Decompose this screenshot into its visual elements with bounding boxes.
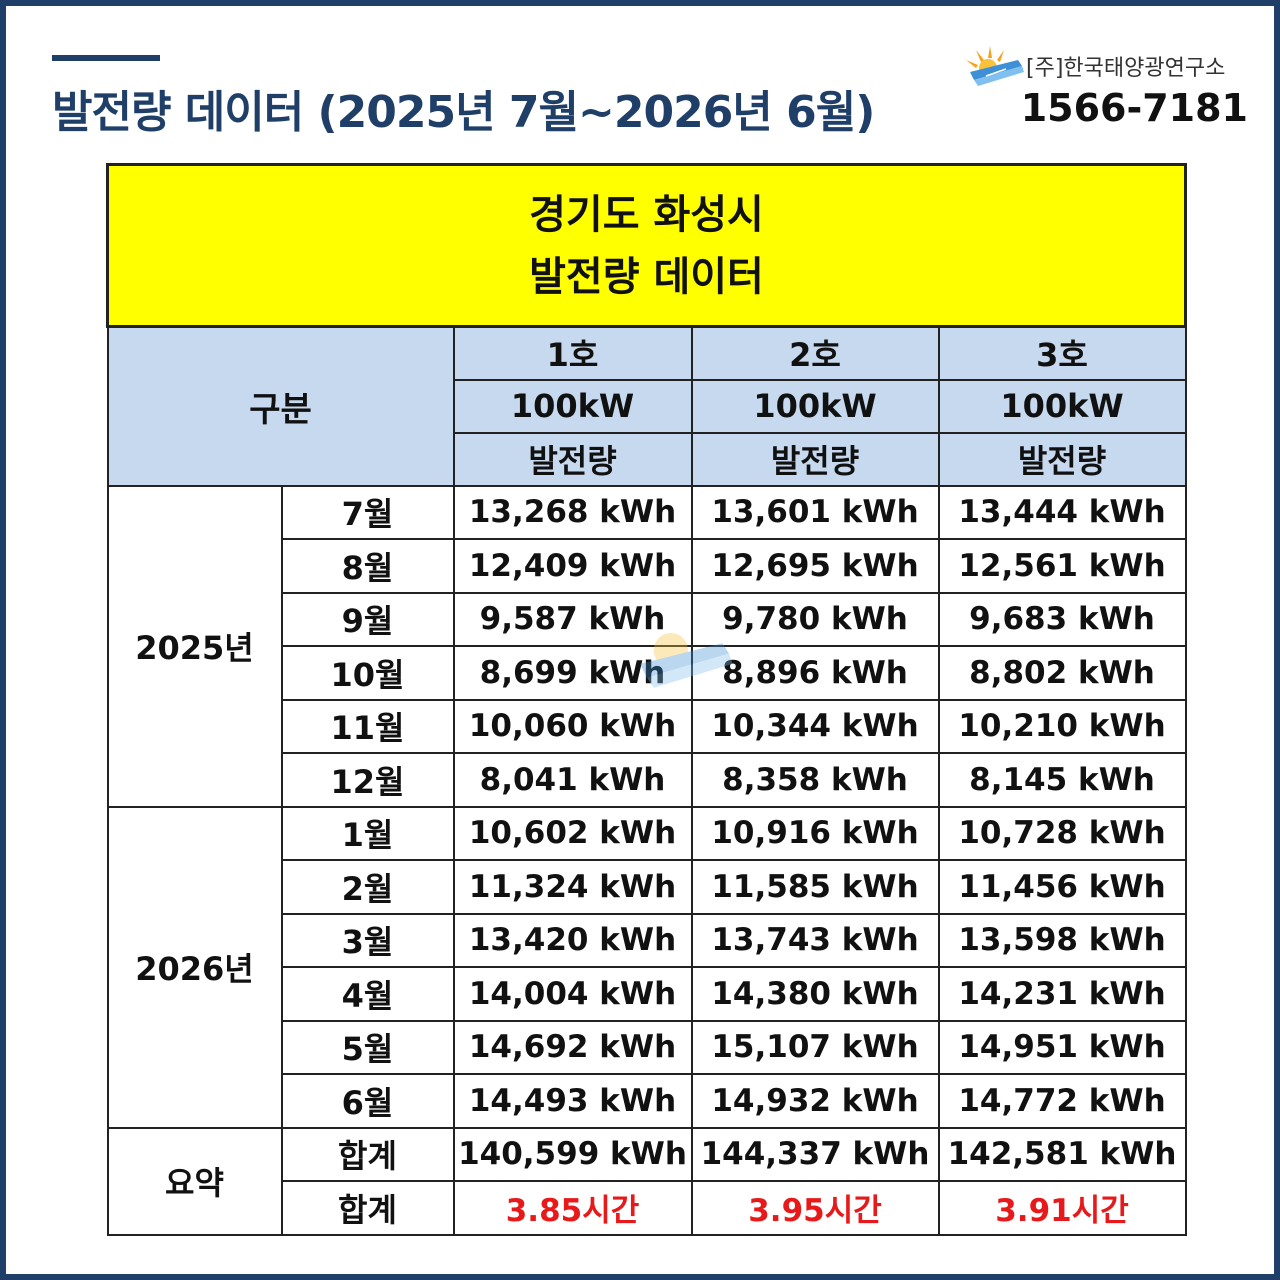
summary-hours-row: 합계 3.85시간 3.95시간 3.91시간 — [108, 1180, 1187, 1236]
header-row-unit: 구분 1호 2호 3호 — [106, 325, 1187, 487]
table-banner: 경기도 화성시 발전량 데이터 — [106, 163, 1187, 328]
generation-value: 11,456 kWh — [937, 859, 1187, 915]
header-row-capacity: 100kW 100kW 100kW — [108, 378, 1187, 434]
generation-value: 13,444 kWh — [937, 484, 1187, 540]
category-header: 구분 — [106, 325, 455, 487]
month-label: 8월 — [280, 538, 455, 594]
month-label: 3월 — [280, 912, 455, 968]
generation-value: 13,743 kWh — [690, 912, 940, 968]
daily-hours-value: 3.85시간 — [452, 1180, 693, 1236]
table-row: 9월 9,587 kWh 9,780 kWh 9,683 kWh — [108, 591, 1187, 647]
company-logo: [주]한국태양광연구소 1566-7181 — [956, 42, 1266, 132]
generation-value: 10,728 kWh — [937, 805, 1187, 861]
generation-value: 8,358 kWh — [690, 752, 940, 808]
generation-value: 12,561 kWh — [937, 538, 1187, 594]
generation-value: 13,268 kWh — [452, 484, 693, 540]
table-row: 2026년 1월 10,602 kWh 10,916 kWh 10,728 kWh — [106, 805, 1187, 1129]
generation-value: 10,060 kWh — [452, 698, 693, 754]
generation-value: 13,420 kWh — [452, 912, 693, 968]
title-accent-bar — [52, 55, 160, 61]
banner-line-1: 경기도 화성시 — [529, 191, 764, 238]
unit-capacity-header: 100kW — [690, 378, 940, 434]
unit-name-header: 2호 — [690, 325, 940, 381]
generation-value: 9,780 kWh — [690, 591, 940, 647]
total-value: 140,599 kWh — [452, 1126, 693, 1182]
generation-value: 10,916 kWh — [690, 805, 940, 861]
generation-table: 경기도 화성시 발전량 데이터 구분 1호 2호 3호 100kW 100kW … — [106, 163, 1187, 1236]
month-label: 6월 — [280, 1073, 455, 1129]
generation-value: 10,602 kWh — [452, 805, 693, 861]
table-banner-row: 경기도 화성시 발전량 데이터 — [106, 163, 1187, 328]
year-label: 2025년 — [106, 484, 283, 808]
generation-value: 14,231 kWh — [937, 966, 1187, 1022]
month-label: 10월 — [280, 645, 455, 701]
table-row: 3월 13,420 kWh 13,743 kWh 13,598 kWh — [108, 912, 1187, 968]
unit-metric-header: 발전량 — [690, 431, 940, 487]
header-row-metric: 발전량 발전량 발전량 — [108, 431, 1187, 487]
month-label: 2월 — [280, 859, 455, 915]
generation-value: 8,802 kWh — [937, 645, 1187, 701]
generation-value: 13,601 kWh — [690, 484, 940, 540]
generation-value: 14,932 kWh — [690, 1073, 940, 1129]
table-row: 2025년 7월 13,268 kWh 13,601 kWh 13,444 kWh — [106, 484, 1187, 808]
page-title: 발전량 데이터 (2025년 7월~2026년 6월) — [52, 87, 875, 138]
unit-capacity-header: 100kW — [937, 378, 1187, 434]
generation-value: 14,772 kWh — [937, 1073, 1187, 1129]
total-label: 합계 — [280, 1126, 455, 1182]
month-label: 5월 — [280, 1019, 455, 1075]
unit-metric-header: 발전량 — [452, 431, 693, 487]
generation-value: 9,683 kWh — [937, 591, 1187, 647]
generation-value: 11,324 kWh — [452, 859, 693, 915]
generation-value: 14,004 kWh — [452, 966, 693, 1022]
month-label: 7월 — [280, 484, 455, 540]
unit-name-header: 1호 — [452, 325, 693, 381]
generation-value: 14,951 kWh — [937, 1019, 1187, 1075]
total-value: 144,337 kWh — [690, 1126, 940, 1182]
summary-total-row: 요약 합계 140,599 kWh 144,337 kWh 142,581 kWh — [106, 1126, 1187, 1236]
phone-number: 1566-7181 — [1020, 86, 1248, 130]
generation-value: 8,699 kWh — [452, 645, 693, 701]
unit-metric-header: 발전량 — [937, 431, 1187, 487]
generation-value: 10,344 kWh — [690, 698, 940, 754]
table-row: 2월 11,324 kWh 11,585 kWh 11,456 kWh — [108, 859, 1187, 915]
month-label: 9월 — [280, 591, 455, 647]
generation-value: 10,210 kWh — [937, 698, 1187, 754]
generation-value: 15,107 kWh — [690, 1019, 940, 1075]
banner-line-2: 발전량 데이터 — [529, 253, 764, 300]
generation-value: 12,409 kWh — [452, 538, 693, 594]
generation-value: 14,692 kWh — [452, 1019, 693, 1075]
table-row: 8월 12,409 kWh 12,695 kWh 12,561 kWh — [108, 538, 1187, 594]
daily-hours-value: 3.95시간 — [690, 1180, 940, 1236]
sun-panel-logo-icon — [966, 46, 1024, 86]
generation-value: 9,587 kWh — [452, 591, 693, 647]
generation-value: 8,041 kWh — [452, 752, 693, 808]
table-row: 6월 14,493 kWh 14,932 kWh 14,772 kWh — [108, 1073, 1187, 1129]
company-name: [주]한국태양광연구소 — [1026, 56, 1226, 81]
total-value: 142,581 kWh — [937, 1126, 1187, 1182]
year-label: 2026년 — [106, 805, 283, 1129]
generation-value: 11,585 kWh — [690, 859, 940, 915]
generation-value: 14,380 kWh — [690, 966, 940, 1022]
month-label: 12월 — [280, 752, 455, 808]
table-row: 10월 8,699 kWh 8,896 kWh 8,802 kWh — [108, 645, 1187, 701]
month-label: 1월 — [280, 805, 455, 861]
summary-label: 요약 — [106, 1126, 283, 1236]
generation-value: 12,695 kWh — [690, 538, 940, 594]
month-label: 11월 — [280, 698, 455, 754]
daily-hours-value: 3.91시간 — [937, 1180, 1187, 1236]
generation-value: 8,896 kWh — [690, 645, 940, 701]
unit-name-header: 3호 — [937, 325, 1187, 381]
generation-value: 14,493 kWh — [452, 1073, 693, 1129]
table-row: 5월 14,692 kWh 15,107 kWh 14,951 kWh — [108, 1019, 1187, 1075]
hours-label: 합계 — [280, 1180, 455, 1236]
generation-value: 13,598 kWh — [937, 912, 1187, 968]
generation-value: 8,145 kWh — [937, 752, 1187, 808]
table-row: 11월 10,060 kWh 10,344 kWh 10,210 kWh — [108, 698, 1187, 754]
table-row: 12월 8,041 kWh 8,358 kWh 8,145 kWh — [108, 752, 1187, 808]
month-label: 4월 — [280, 966, 455, 1022]
unit-capacity-header: 100kW — [452, 378, 693, 434]
table-row: 4월 14,004 kWh 14,380 kWh 14,231 kWh — [108, 966, 1187, 1022]
